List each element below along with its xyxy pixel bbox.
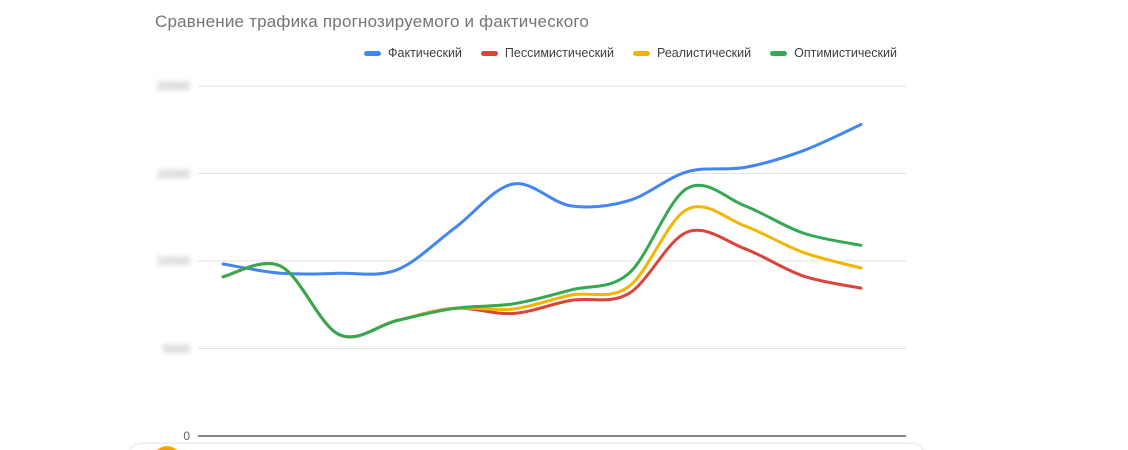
legend-swatch-pessimistic-icon [480, 50, 498, 56]
legend-swatch-optimistic-icon [770, 50, 788, 56]
legend-item-pessimistic[interactable]: Пессимистический [480, 46, 615, 60]
legend-item-actual[interactable]: Фактический [364, 46, 462, 60]
y-tick-label: 5000 [163, 341, 190, 356]
chart-legend: Фактический Пессимистический Реалистичес… [364, 46, 897, 60]
y-tick-label: 10000 [156, 254, 190, 268]
y-tick-label: 20000 [156, 79, 190, 93]
y-tick-label: 0 [183, 429, 190, 443]
series-line-optimistic[interactable] [221, 183, 863, 339]
legend-swatch-actual-icon [364, 50, 381, 56]
legend-label: Фактический [388, 46, 462, 60]
series-line-realistic[interactable] [221, 205, 863, 339]
legend-label: Оптимистический [794, 46, 897, 60]
chart-title: Сравнение трафика прогнозируемого и факт… [155, 12, 590, 31]
legend-label: Пессимистический [504, 46, 615, 60]
bottom-card [128, 443, 925, 450]
orange-circle-icon [153, 446, 181, 450]
series-line-pessimistic[interactable] [221, 228, 863, 339]
legend-item-realistic[interactable]: Реалистический [633, 46, 751, 60]
series-line-actual[interactable] [221, 123, 863, 276]
legend-swatch-realistic-icon [633, 50, 651, 56]
legend-item-optimistic[interactable]: Оптимистический [770, 46, 897, 60]
y-tick-label: 15000 [156, 166, 190, 181]
legend-label: Реалистический [657, 46, 752, 60]
